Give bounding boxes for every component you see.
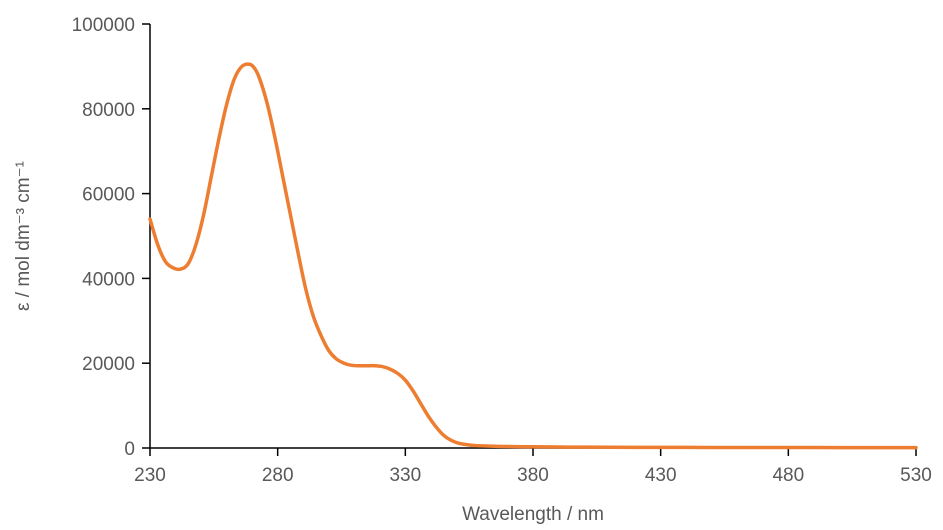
y-axis-ticks: 0 20000 40000 60000 80000 100000 — [72, 15, 150, 460]
x-tick-label: 380 — [517, 465, 549, 486]
series-line — [148, 62, 918, 450]
x-tick-label: 430 — [645, 465, 677, 486]
x-axis-ticks: 230 280 330 380 430 480 530 — [134, 448, 932, 486]
x-tick-label: 330 — [389, 465, 421, 486]
y-tick-label: 20000 — [82, 354, 135, 375]
x-axis-title: Wavelength / nm — [462, 504, 604, 525]
x-tick-label: 530 — [900, 465, 932, 486]
x-tick-label: 280 — [262, 465, 294, 486]
y-tick-label: 100000 — [72, 15, 135, 36]
x-tick-label: 230 — [134, 465, 166, 486]
y-tick-label: 0 — [124, 439, 135, 460]
x-tick-label: 480 — [772, 465, 804, 486]
y-axis-title: ε / mol dm⁻³ cm⁻¹ — [13, 161, 34, 311]
y-tick-label: 60000 — [82, 185, 135, 206]
y-tick-label: 80000 — [82, 100, 135, 121]
y-tick-label: 40000 — [82, 269, 135, 290]
